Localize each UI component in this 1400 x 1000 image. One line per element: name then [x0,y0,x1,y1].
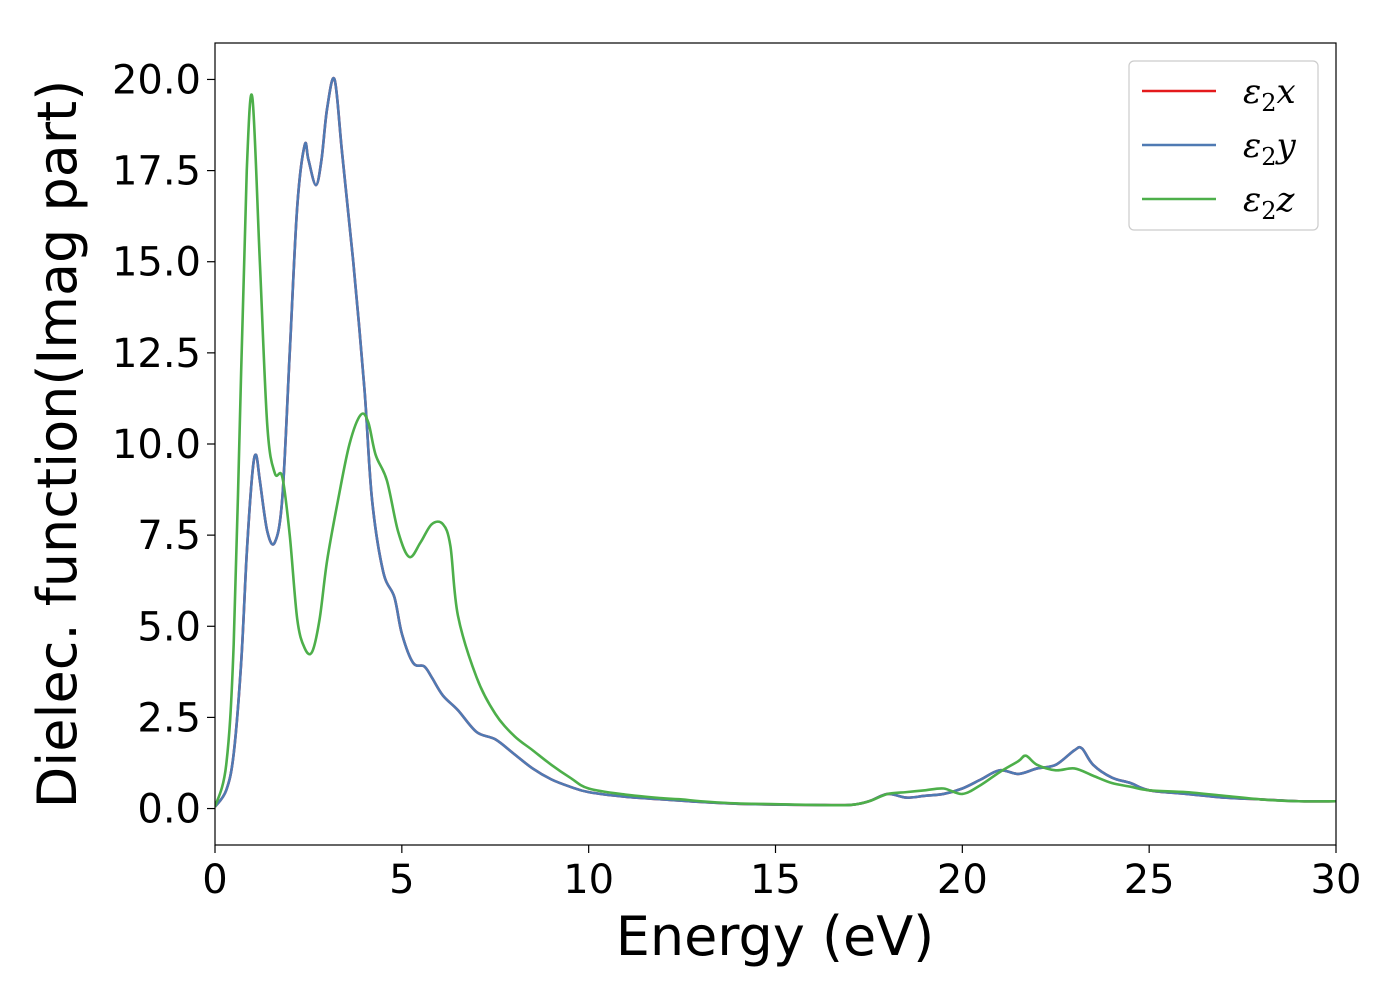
y-tick-label: 2.5 [137,695,201,741]
y-tick-label: 17.5 [112,149,201,195]
x-tick-label: 15 [750,857,801,903]
series-line-z [215,93,1336,808]
legend-label-x: ε2x [1243,72,1296,117]
x-axis: 0 5 10 15 20 25 30 [202,845,1361,903]
x-tick-label: 25 [1124,857,1175,903]
series-line-y [215,76,1336,808]
y-tick-label: 7.5 [137,513,201,559]
x-tick-label: 5 [389,857,414,903]
legend-label-z: ε2z [1243,180,1296,225]
y-tick-label: 5.0 [137,604,201,650]
y-axis: 0.0 2.5 5.0 7.5 10.0 12.5 15.0 17.5 20.0 [112,57,215,833]
legend: ε2x ε2y ε2z [1128,60,1319,231]
y-tick-label: 10.0 [112,422,201,468]
series-layer [215,76,1336,808]
y-tick-label: 0.0 [137,787,201,833]
legend-label-y: ε2y [1243,126,1297,171]
x-tick-label: 20 [937,857,988,903]
y-tick-label: 20.0 [112,57,201,103]
legend-frame [1128,60,1319,231]
y-tick-label: 12.5 [112,331,201,377]
x-tick-label: 30 [1311,857,1362,903]
y-axis-title: Dielec. function(Imag part) [26,80,89,809]
x-axis-title: Energy (eV) [616,905,935,968]
x-tick-label: 0 [202,857,227,903]
y-tick-label: 15.0 [112,240,201,286]
x-tick-label: 10 [563,857,614,903]
